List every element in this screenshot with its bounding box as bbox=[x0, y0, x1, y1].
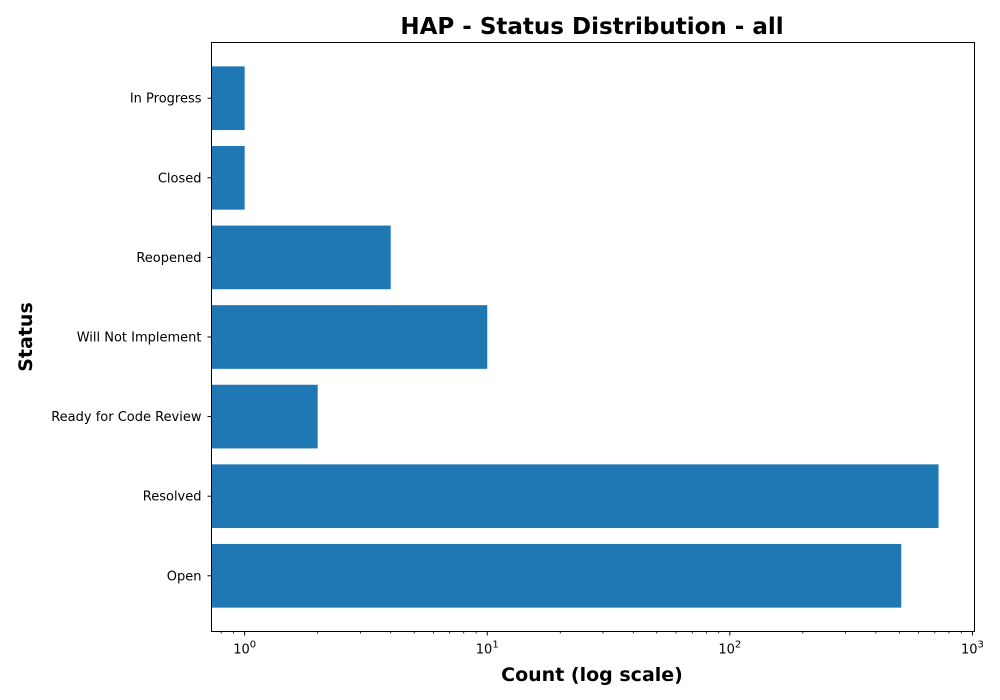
bars-group bbox=[211, 66, 939, 608]
x-tick-label: 102 bbox=[718, 640, 741, 658]
y-tick-label-will-not-implement: Will Not Implement bbox=[77, 331, 202, 346]
y-tick-label-reopened: Reopened bbox=[136, 251, 201, 266]
bar-closed bbox=[211, 145, 245, 210]
chart-title: HAP - Status Distribution - all bbox=[400, 14, 783, 40]
x-axis-label: Count (log scale) bbox=[501, 664, 683, 686]
x-tick-label: 100 bbox=[233, 640, 256, 658]
x-axis-ticks: 100 101 102 103 bbox=[220, 631, 984, 658]
x-tick-label: 101 bbox=[476, 640, 499, 658]
bar-resolved bbox=[211, 464, 939, 529]
bar-ready-for-code-review bbox=[211, 384, 318, 449]
y-tick-label-closed: Closed bbox=[158, 171, 202, 186]
y-tick-label-in-progress: In Progress bbox=[130, 92, 202, 107]
y-tick-label-resolved: Resolved bbox=[143, 490, 202, 505]
bar-open bbox=[211, 543, 902, 608]
x-tick-label: 103 bbox=[961, 640, 984, 658]
bar-will-not-implement bbox=[211, 305, 488, 369]
y-axis-label: Status bbox=[15, 302, 37, 372]
y-tick-label-ready-for-code-review: Ready for Code Review bbox=[51, 410, 202, 425]
bar-reopened bbox=[211, 225, 391, 290]
y-axis-ticks: Open Resolved Ready for Code Review Will No… bbox=[51, 92, 212, 584]
y-tick-label-open: Open bbox=[167, 569, 202, 584]
bar-in-progress bbox=[211, 66, 245, 131]
